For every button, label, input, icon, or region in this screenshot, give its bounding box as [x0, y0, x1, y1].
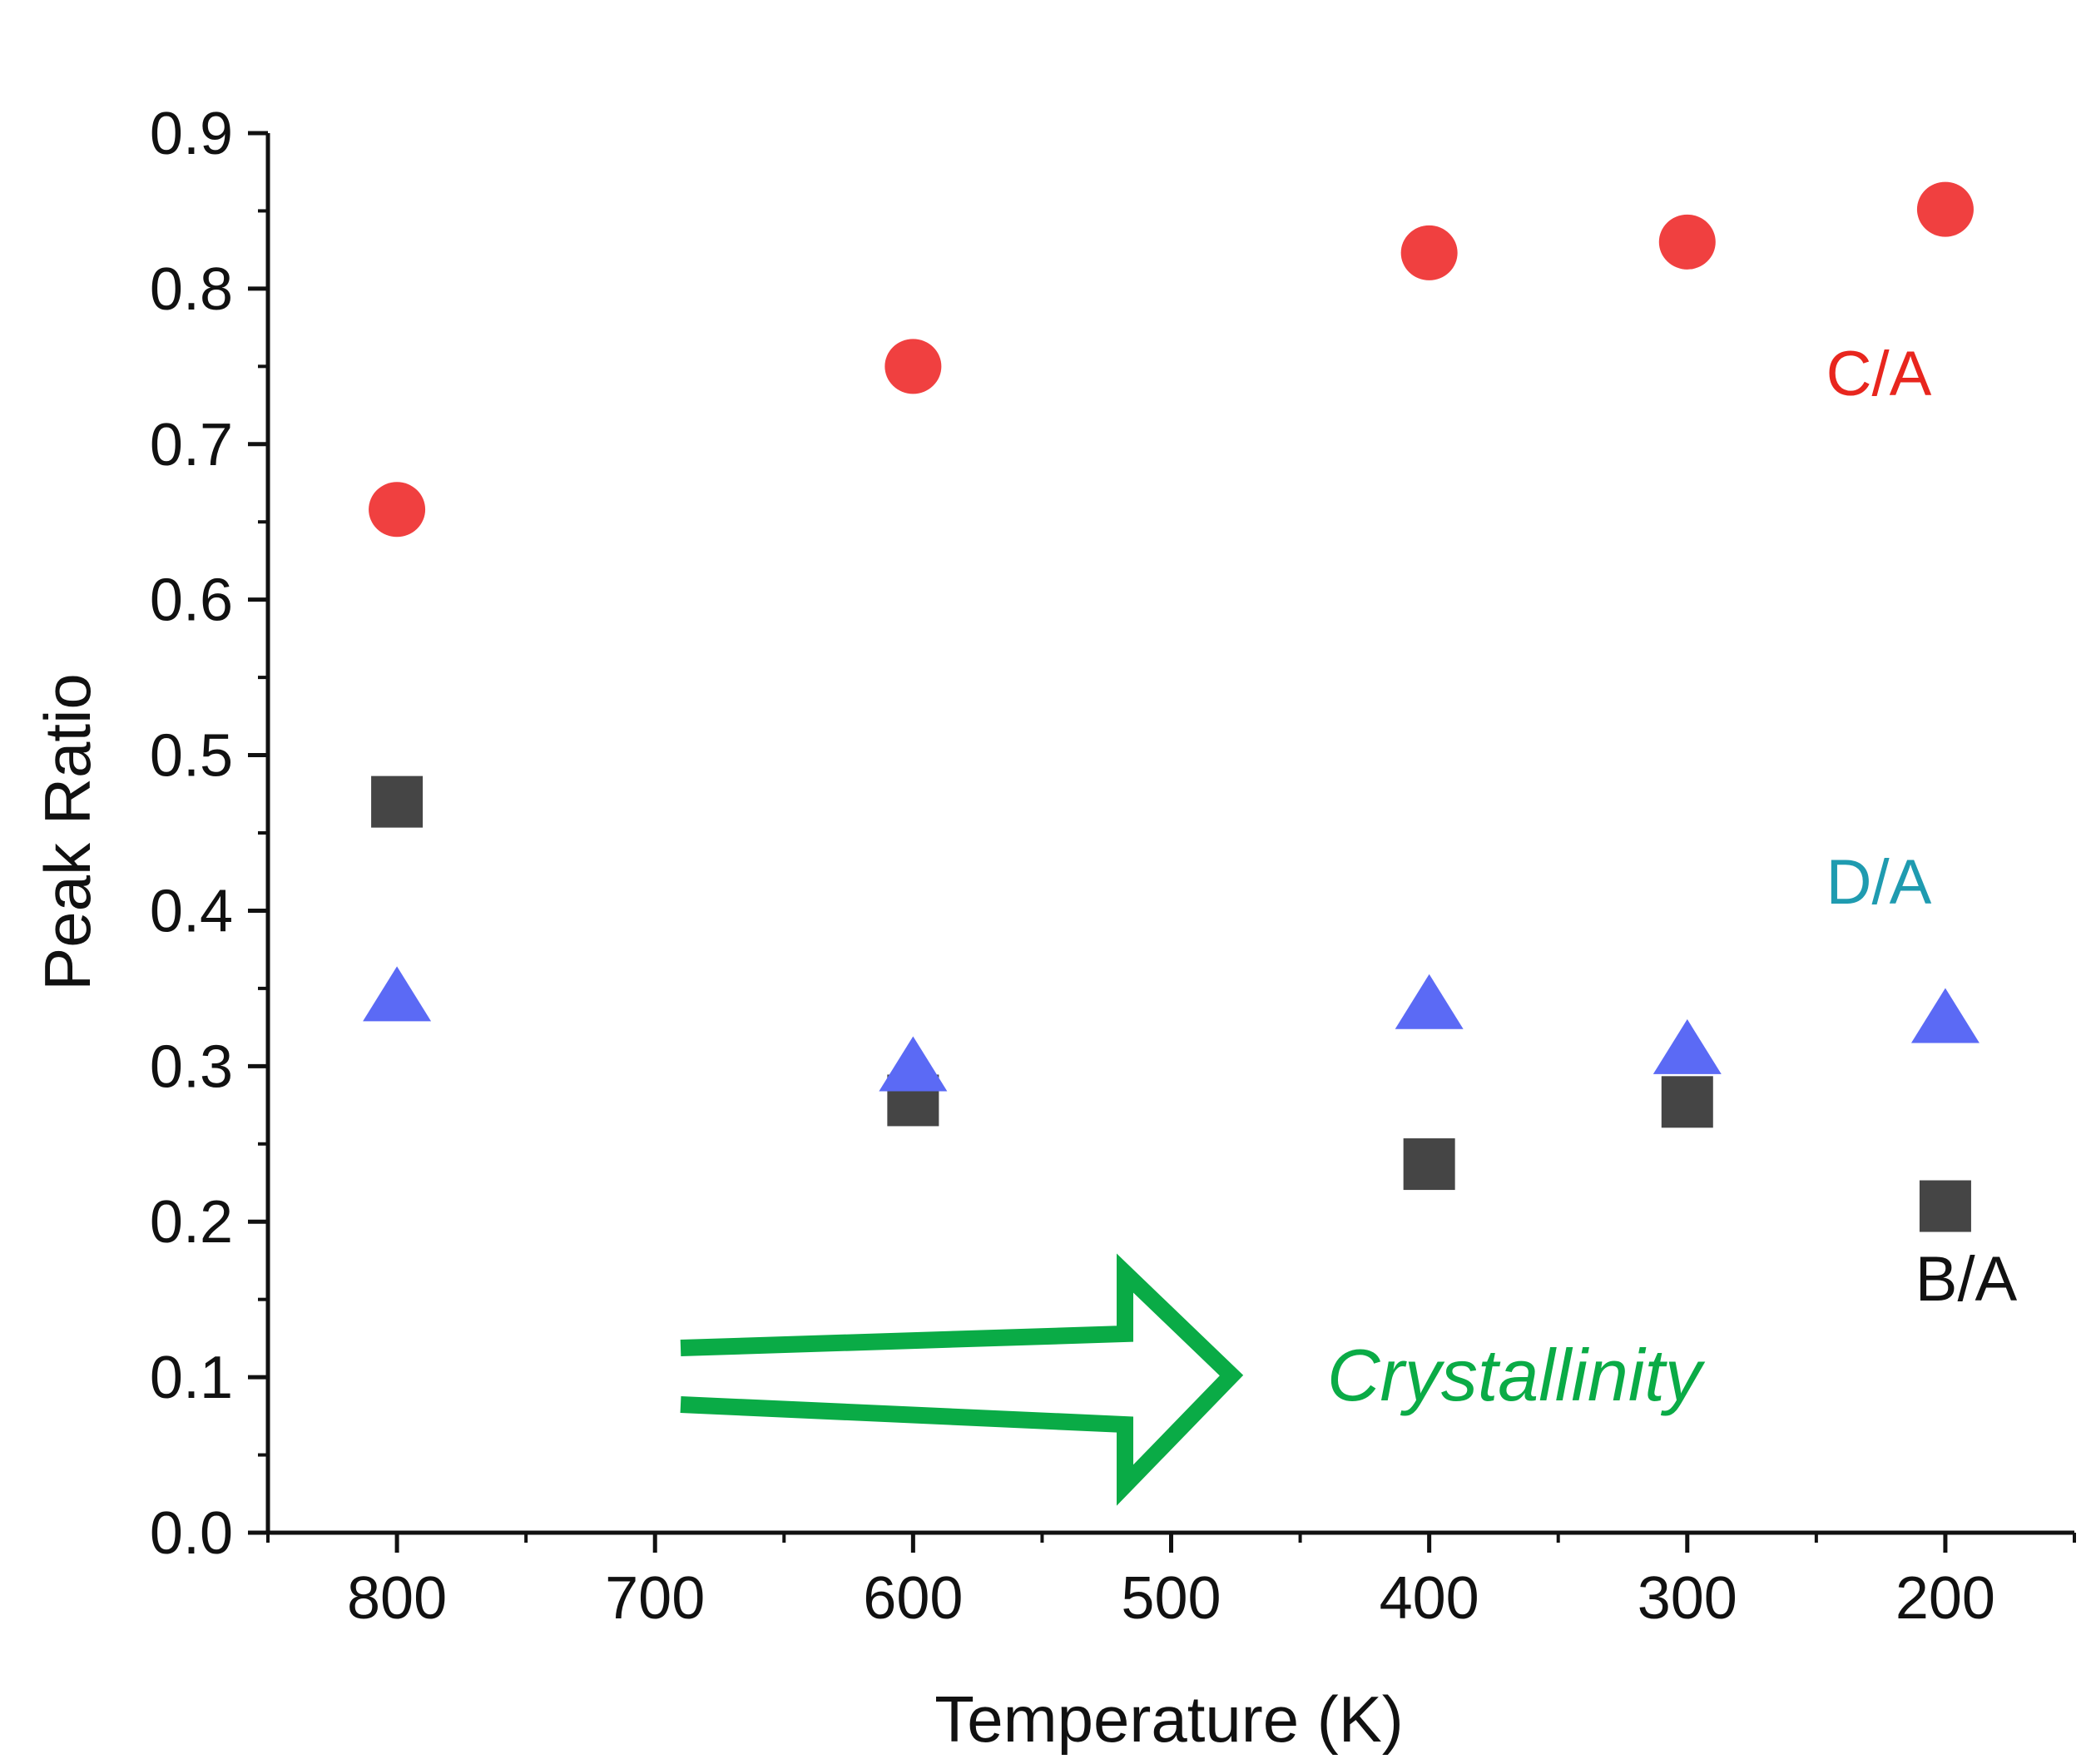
series-label-b-a: B/A	[1915, 1244, 2018, 1315]
series-label-d-a: D/A	[1826, 847, 1932, 918]
y-tick-label: 0.6	[150, 567, 233, 634]
y-tick-label: 0.4	[150, 878, 233, 944]
x-tick-label: 600	[863, 1565, 963, 1632]
series-label-c-a: C/A	[1826, 339, 1932, 409]
y-tick-label: 0.0	[150, 1500, 233, 1567]
point-b-a-800	[371, 775, 424, 828]
crystallinity-label: Crystallinity	[1327, 1334, 1706, 1416]
crystallinity-arrow-icon	[680, 1253, 1244, 1506]
data-points	[363, 181, 1980, 1232]
x-tick-label: 400	[1380, 1565, 1479, 1632]
point-b-a-300	[1661, 1076, 1713, 1128]
y-tick-label: 0.7	[150, 412, 233, 478]
point-d-a-400	[1395, 974, 1464, 1029]
x-tick-label: 500	[1121, 1565, 1221, 1632]
x-axis-title: Temperature (K)	[934, 1682, 1404, 1756]
point-d-a-300	[1653, 1018, 1722, 1074]
point-c-a-200	[1916, 181, 1974, 237]
point-b-a-200	[1919, 1180, 1971, 1232]
point-c-a-300	[1658, 214, 1716, 270]
y-tick-label: 0.9	[150, 101, 233, 167]
y-tick-label: 0.1	[150, 1345, 233, 1411]
point-c-a-800	[369, 482, 426, 538]
x-tick-label: 200	[1895, 1565, 1995, 1632]
x-tick-label: 800	[347, 1565, 447, 1632]
y-tick-label: 0.2	[150, 1189, 233, 1256]
ticks: 0.0 0.1 0.2 0.3 0.4 0.5 0.6 0.7 0.8 0.9 800 700 600 5…	[150, 101, 2076, 1632]
x-tick-label: 300	[1638, 1565, 1737, 1632]
point-d-a-600	[879, 1036, 948, 1092]
y-tick-label: 0.3	[150, 1033, 233, 1100]
y-tick-label: 0.5	[150, 723, 233, 790]
point-c-a-400	[1400, 225, 1458, 280]
point-d-a-800	[363, 966, 432, 1022]
point-c-a-600	[884, 339, 942, 394]
y-tick-label: 0.8	[150, 256, 233, 323]
point-b-a-400	[1403, 1138, 1455, 1191]
x-tick-label: 700	[605, 1565, 705, 1632]
y-axis-title: Peak Ratio	[31, 673, 104, 991]
point-d-a-200	[1910, 988, 1980, 1043]
